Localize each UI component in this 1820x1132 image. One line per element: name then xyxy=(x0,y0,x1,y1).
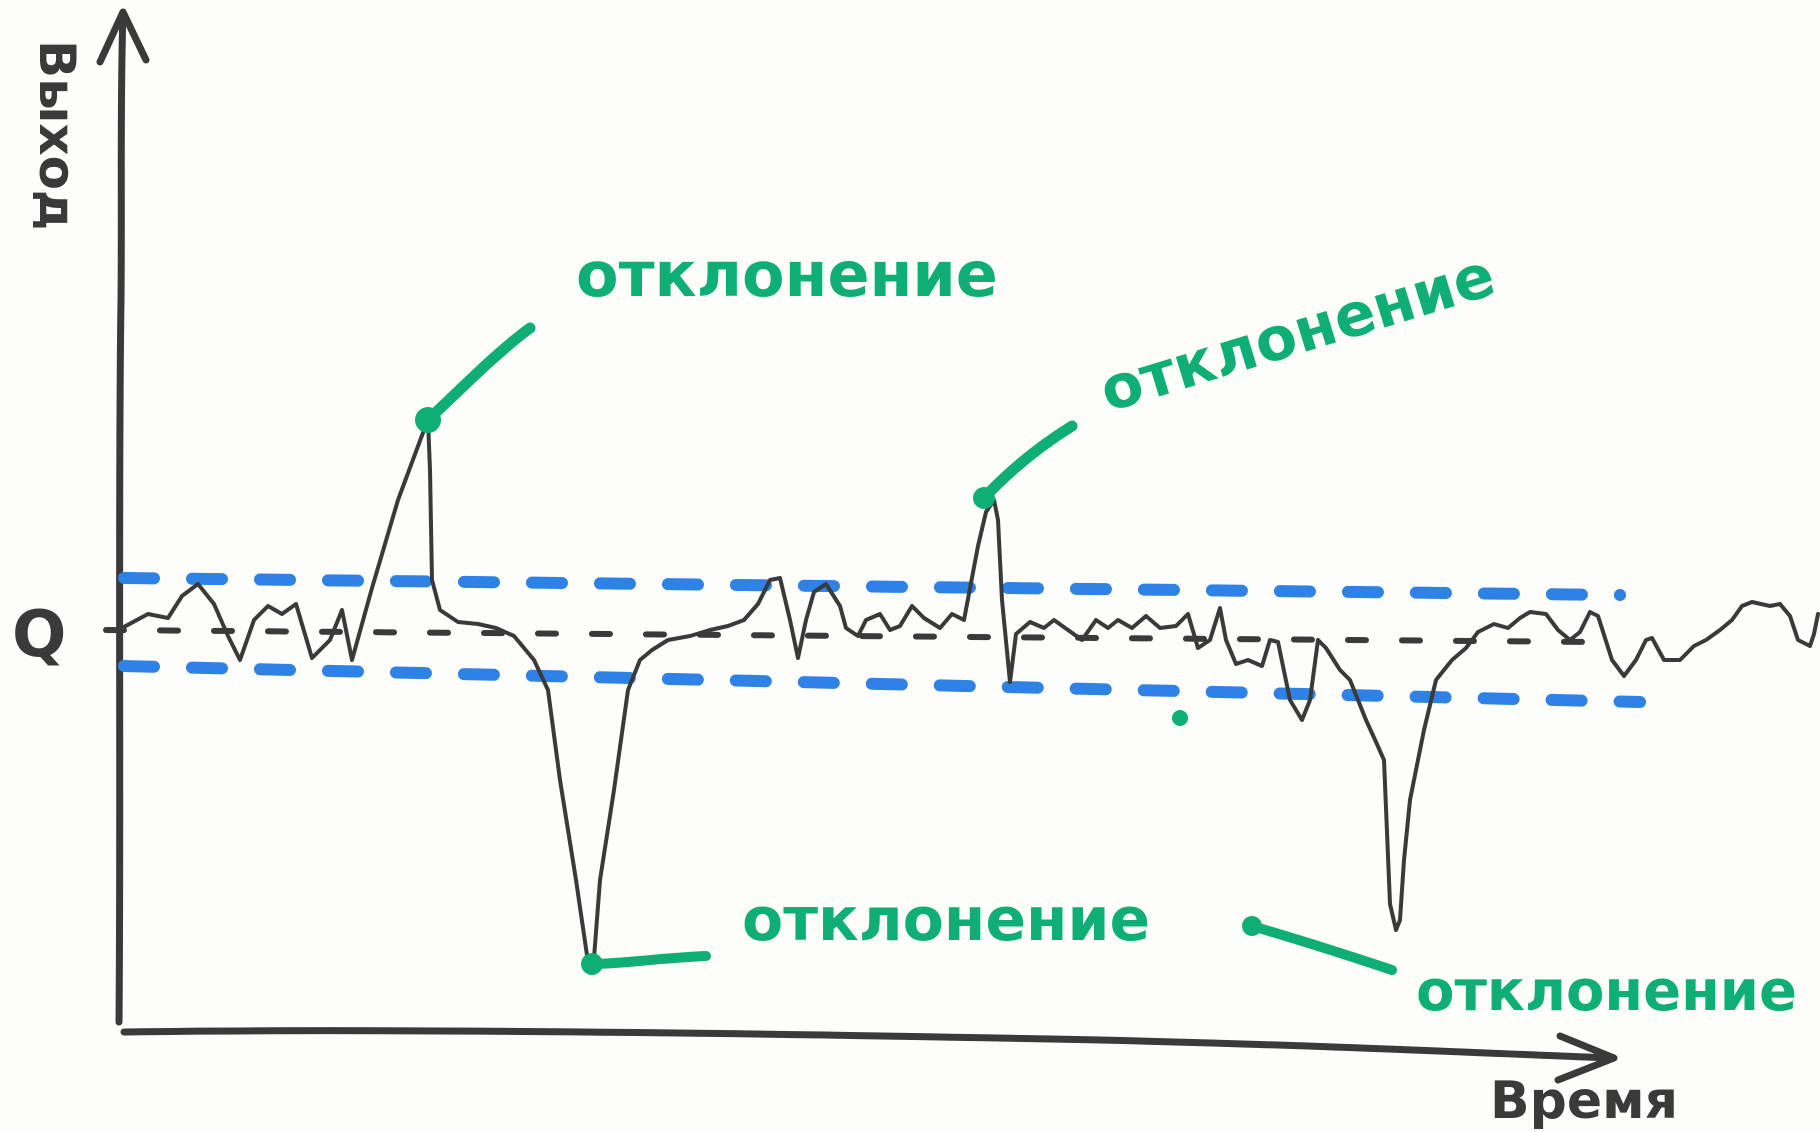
marker-dip-1 xyxy=(581,953,603,975)
x-axis xyxy=(120,1027,1618,1084)
annotation-label-peak-2: отклонение xyxy=(1092,240,1503,426)
control-band xyxy=(118,572,1646,708)
y-axis-label: Выход xyxy=(28,40,86,230)
leader-dip-1 xyxy=(587,951,711,969)
leader-peak-1 xyxy=(422,322,536,426)
leader-dip-2 xyxy=(1247,921,1397,975)
baseline-label: Q xyxy=(12,598,66,672)
marker-dip-2 xyxy=(1242,916,1262,936)
process-signal-line xyxy=(120,418,1820,964)
y-axis-line xyxy=(115,10,127,1026)
marker-peak-1 xyxy=(415,407,441,433)
leader-peak-2 xyxy=(978,420,1078,504)
x-axis-label: Время xyxy=(1490,1071,1678,1131)
y-axis-arrowhead xyxy=(96,8,150,66)
y-axis xyxy=(96,8,150,1026)
center-line xyxy=(103,627,1603,645)
marker-small-dip xyxy=(1172,710,1188,726)
annotation-label-peak-1: отклонение xyxy=(576,238,998,311)
x-axis-line xyxy=(120,1027,1616,1062)
lower-limit-line xyxy=(118,660,1646,708)
upper-limit-line xyxy=(118,572,1626,601)
x-axis-arrowhead xyxy=(1554,1032,1618,1084)
deviation-markers xyxy=(415,322,1397,975)
marker-peak-2 xyxy=(973,487,995,509)
annotation-label-dip-2: отклонение xyxy=(1416,959,1797,1024)
annotation-label-dip-1: отклонение xyxy=(742,885,1150,955)
